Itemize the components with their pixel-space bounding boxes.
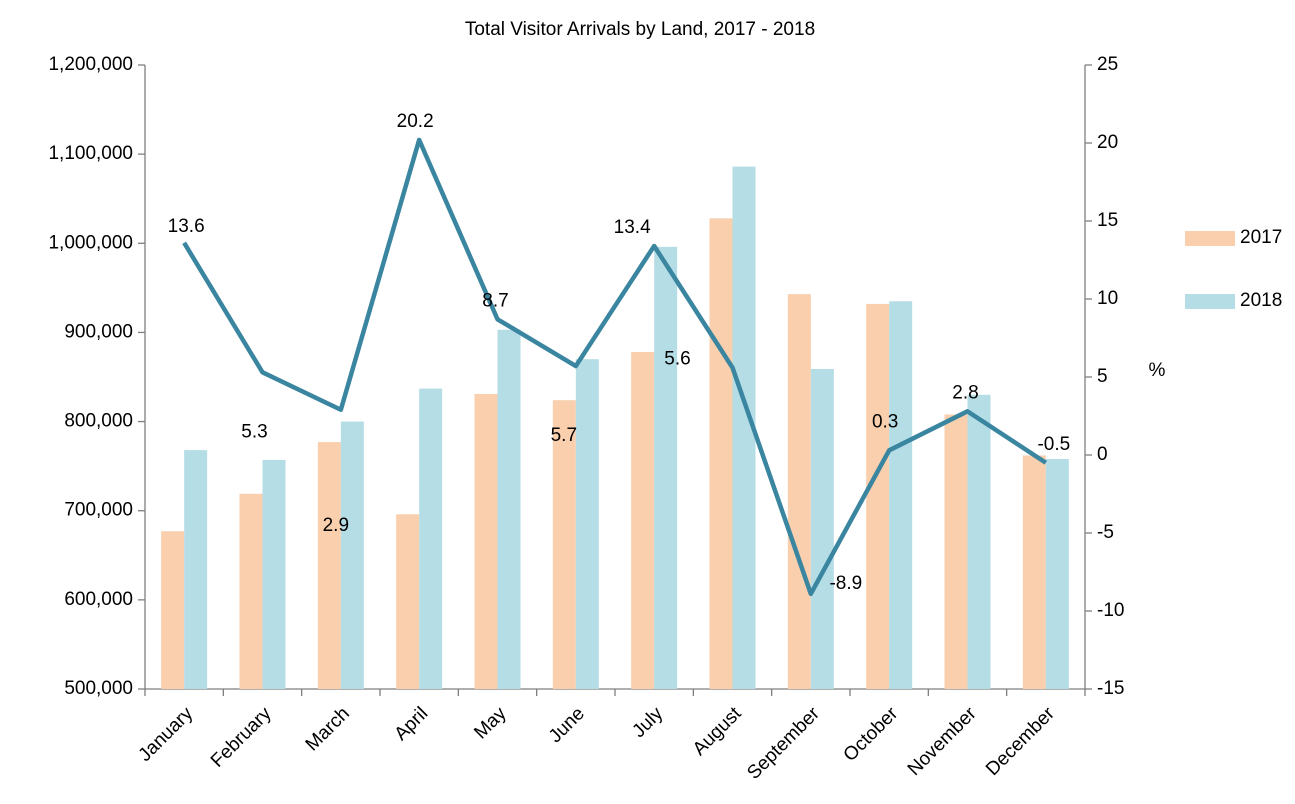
x-tick-label: February [207, 703, 276, 772]
y2-tick-label: -5 [1097, 522, 1114, 543]
line [182, 137, 1048, 597]
y-tick-label: 1,200,000 [48, 54, 133, 75]
bar [161, 531, 185, 689]
bar [239, 493, 263, 689]
y-tick-label: 800,000 [64, 411, 133, 432]
y2-tick-label: 15 [1097, 210, 1118, 231]
bar [419, 388, 443, 689]
y-tick-label: 500,000 [64, 678, 133, 699]
data-label: -0.5 [1037, 434, 1070, 455]
bar [732, 166, 756, 689]
y2-tick-label: 0 [1097, 444, 1108, 465]
x-tick-label: June [545, 703, 589, 747]
bar [654, 246, 678, 689]
bar [396, 514, 420, 689]
x-tick-label: March [302, 703, 354, 755]
bar [866, 303, 890, 689]
bar [317, 442, 341, 689]
y-tick-label: 700,000 [64, 500, 133, 521]
y-tick-label: 1,000,000 [48, 232, 133, 253]
x-tick-label: September [743, 703, 824, 784]
data-label: -8.9 [829, 573, 862, 594]
data-label: 13.6 [168, 216, 205, 237]
bar [889, 301, 913, 689]
x-tick-label: October [840, 703, 903, 766]
y-tick-label: 900,000 [64, 321, 133, 342]
data-label: 0.3 [872, 411, 898, 432]
y2-tick-label: 5 [1097, 366, 1108, 387]
bar [1045, 459, 1069, 689]
y-tick-label: 1,100,000 [48, 143, 133, 164]
y-tick-label: 600,000 [64, 589, 133, 610]
legend-swatch [1185, 294, 1235, 309]
bar [631, 352, 655, 689]
bar [967, 394, 991, 689]
x-tick-label: January [135, 703, 198, 766]
y2-tick-label: 20 [1097, 132, 1118, 153]
bar [810, 368, 834, 689]
bar [184, 450, 208, 689]
legend-label: 2017 [1240, 227, 1282, 248]
x-tick-label: April [391, 703, 433, 745]
x-tick-label: November [904, 703, 981, 780]
bar [787, 294, 811, 689]
bar [709, 218, 733, 689]
bar [552, 400, 576, 689]
y2-tick-label: 25 [1097, 54, 1118, 75]
y2-tick-label: -15 [1097, 678, 1124, 699]
data-label: 2.9 [323, 515, 349, 536]
chart-title: Total Visitor Arrivals by Land, 2017 - 2… [465, 19, 815, 40]
bar [262, 459, 286, 689]
x-tick-label: May [470, 703, 511, 744]
bar [340, 421, 364, 689]
x-tick-label: July [629, 703, 668, 742]
y2-axis-label: % [1149, 360, 1166, 381]
data-label: 2.8 [952, 382, 978, 403]
x-tick-label: December [982, 703, 1059, 780]
data-label: 8.7 [482, 290, 508, 311]
data-label: 13.4 [614, 217, 651, 238]
bar [497, 329, 521, 689]
data-label: 20.2 [397, 111, 434, 132]
data-label: 5.6 [664, 349, 690, 370]
x-tick-label: August [689, 703, 746, 760]
bar [575, 359, 599, 689]
y2-tick-label: 10 [1097, 288, 1118, 309]
bar [944, 414, 968, 689]
legend-swatch [1185, 231, 1235, 246]
legend-label: 2018 [1240, 290, 1282, 311]
data-label: 5.3 [241, 421, 267, 442]
bar [474, 393, 498, 689]
data-label: 5.7 [551, 425, 577, 446]
bar [1022, 455, 1046, 689]
y2-tick-label: -10 [1097, 600, 1124, 621]
